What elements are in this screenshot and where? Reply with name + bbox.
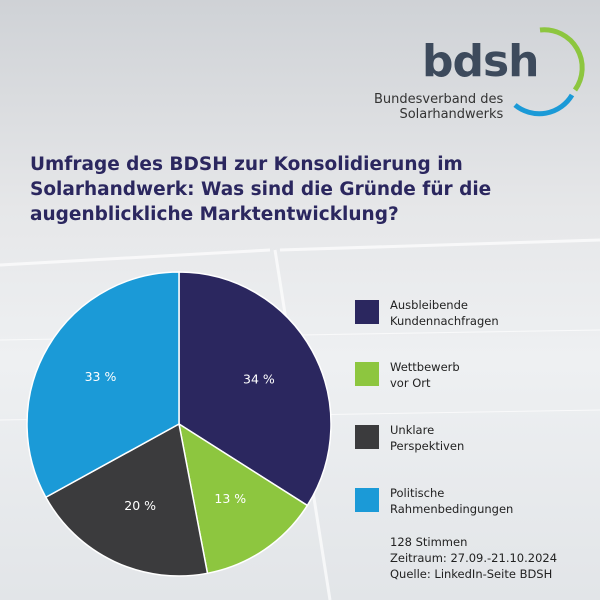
pie-slice [44,422,209,577]
legend-swatch [355,300,379,324]
slice-label: 34 % [243,372,275,387]
slice-label: 13 % [214,491,246,506]
pie-slice [26,271,180,499]
legend-label: Wettbewerb vor Ort [390,360,460,390]
logo-name: bdsh [422,36,540,87]
note: Zeitraum: 27.09.-21.10.2024 [390,551,558,565]
slice-label: 33 % [85,369,117,384]
legend-label: Unklare Perspektiven [390,423,465,453]
chart-title: Umfrage des BDSH zur Konsolidierung im S… [30,154,492,225]
slice-label: 20 % [124,498,156,513]
legend-label: Ausbleibende Kundennachfragen [390,298,499,328]
pie-slice [178,271,332,507]
legend-swatch [355,488,379,512]
legend-swatch [355,425,379,449]
note: Quelle: LinkedIn-Seite BDSH [390,567,553,581]
note: 128 Stimmen [390,535,468,549]
pie-slice [177,422,309,575]
logo-subtitle: Bundesverband des Solarhandwerks [374,92,504,122]
legend-label: Politische Rahmenbedingungen [390,486,514,516]
legend-swatch [355,362,379,386]
